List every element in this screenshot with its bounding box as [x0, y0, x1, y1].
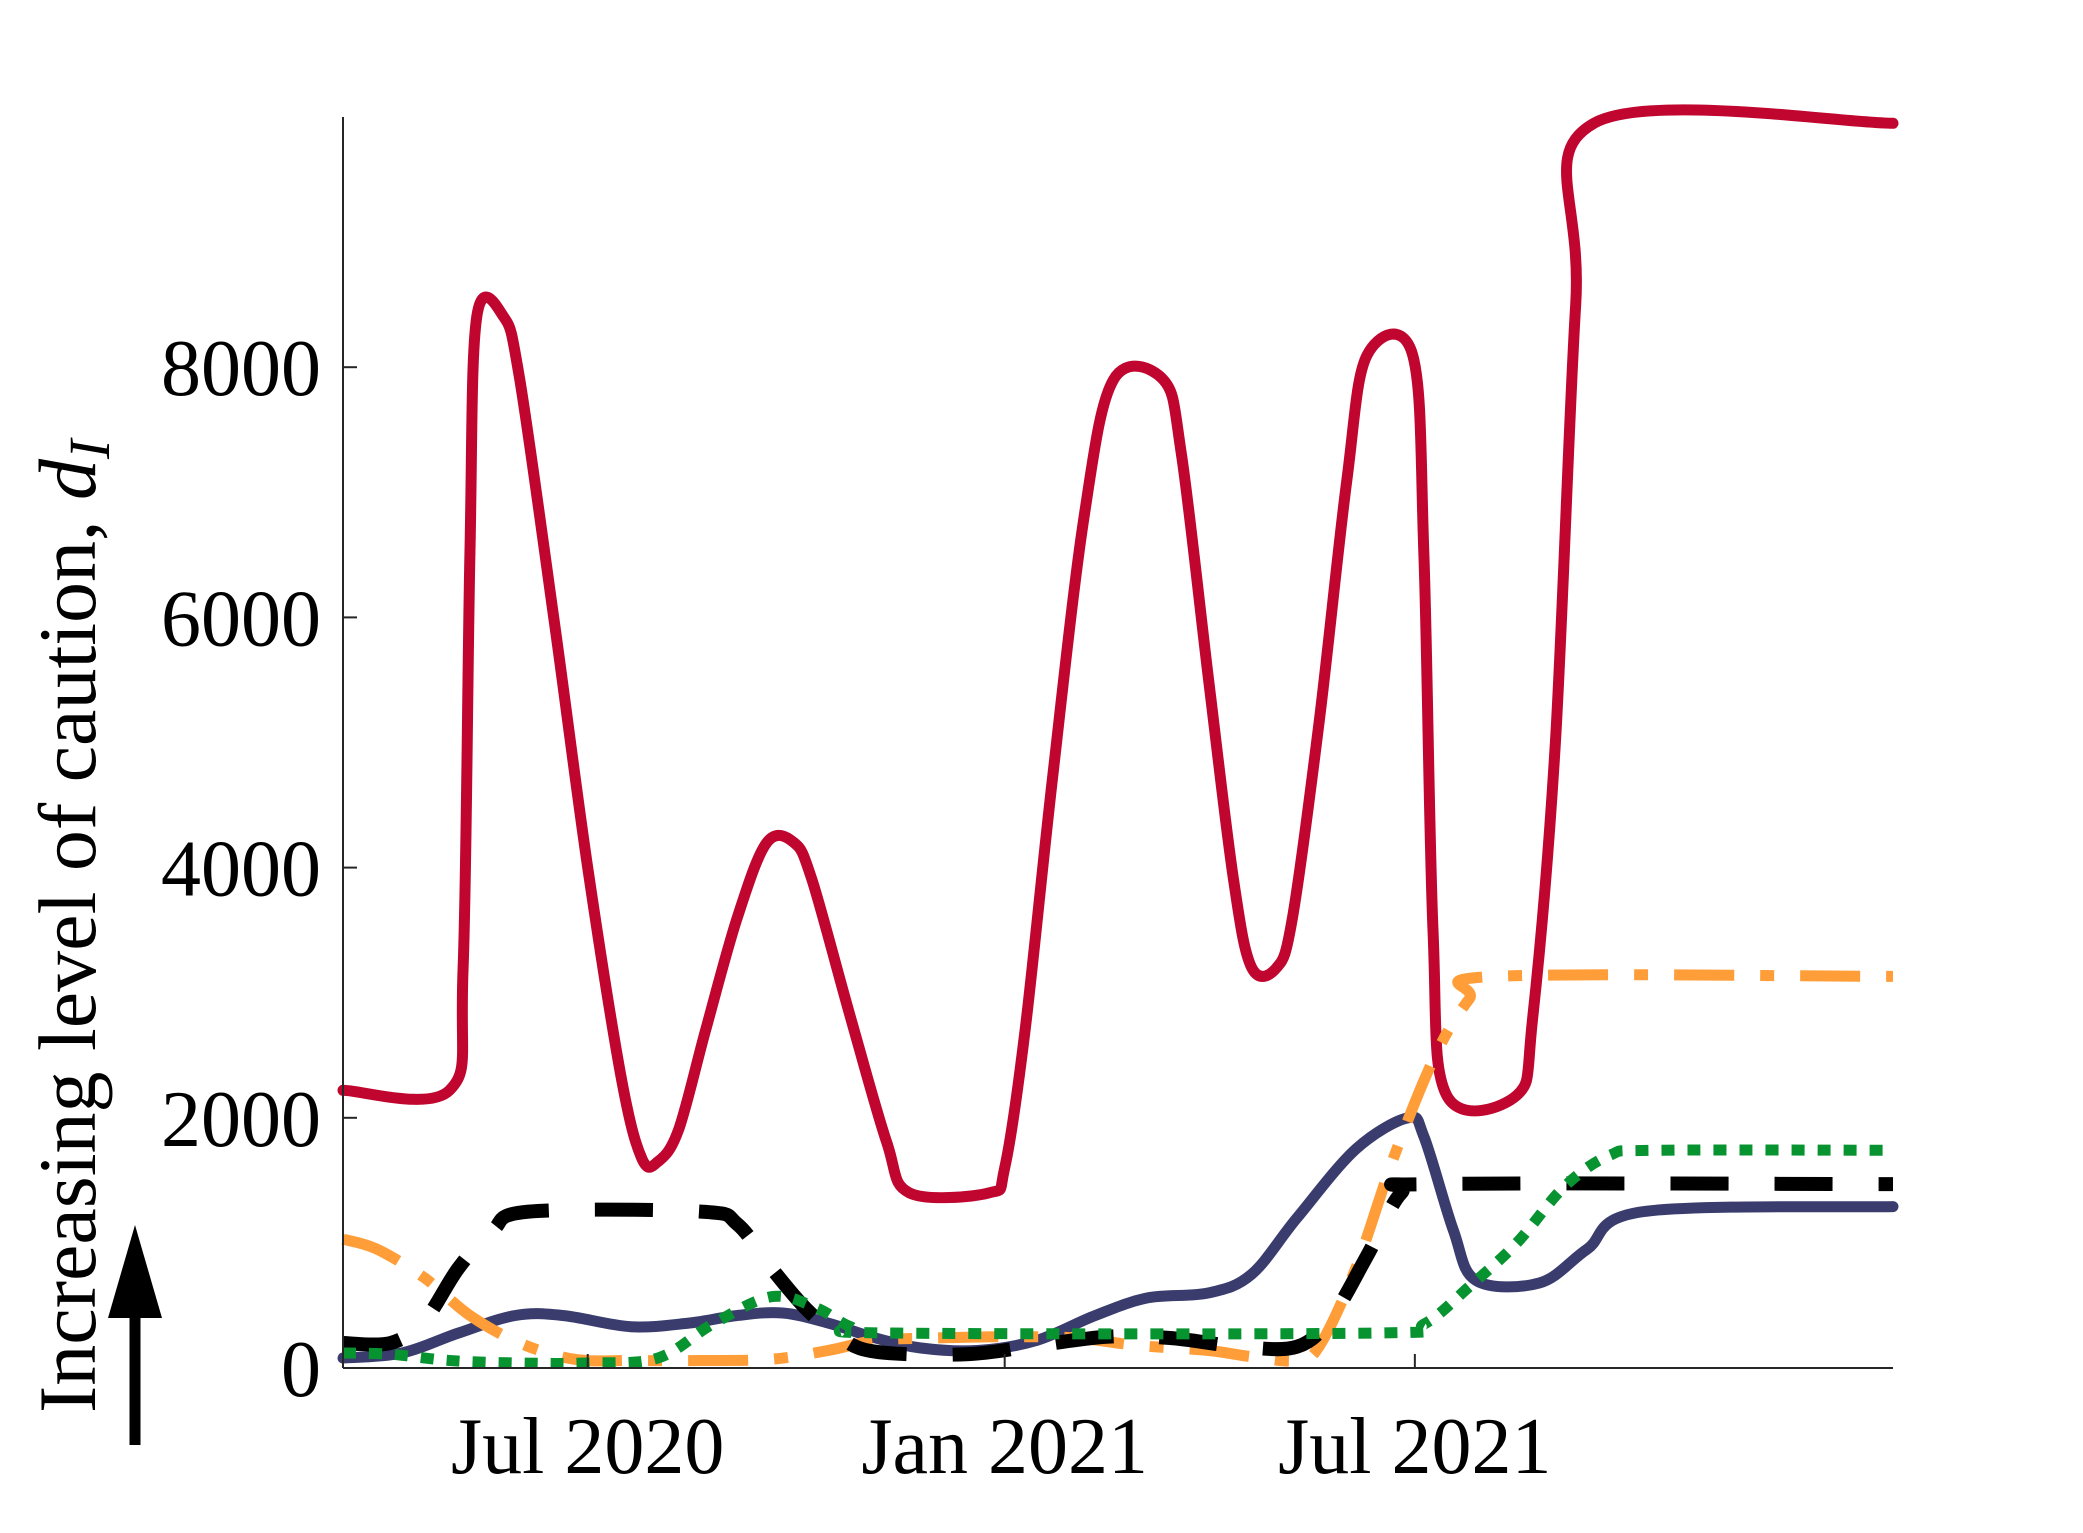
y-axis-title-text: Increasing level of caution, — [22, 500, 113, 1413]
series-line-1 — [337, 104, 1899, 1204]
axes — [342, 117, 1893, 1369]
y-tick-label: 2000 — [161, 1076, 321, 1164]
y-tick-label: 0 — [281, 1326, 321, 1414]
x-ticks: Jul 2020 Jan 2021 Jul 2021 — [451, 1354, 1552, 1491]
y-ticks: 0 2000 4000 6000 8000 — [161, 325, 357, 1414]
y-axis-title-symbol: d — [22, 458, 113, 500]
up-arrow-icon — [108, 1225, 162, 1445]
y-axis-title: Increasing level of caution, dI — [22, 437, 122, 1413]
y-tick-label: 4000 — [161, 826, 321, 914]
x-tick-label: Jan 2021 — [861, 1403, 1148, 1491]
series-line-2 — [337, 1111, 1899, 1364]
y-tick-label: 6000 — [161, 575, 321, 663]
y-axis-title-subscript: I — [57, 437, 122, 460]
x-tick-label: Jul 2020 — [451, 1403, 724, 1491]
y-tick-label: 8000 — [161, 325, 321, 413]
series-line-4 — [342, 1176, 1894, 1362]
series-layer — [337, 104, 1899, 1369]
series-line-5 — [342, 1144, 1894, 1369]
x-tick-label: Jul 2021 — [1278, 1403, 1551, 1491]
